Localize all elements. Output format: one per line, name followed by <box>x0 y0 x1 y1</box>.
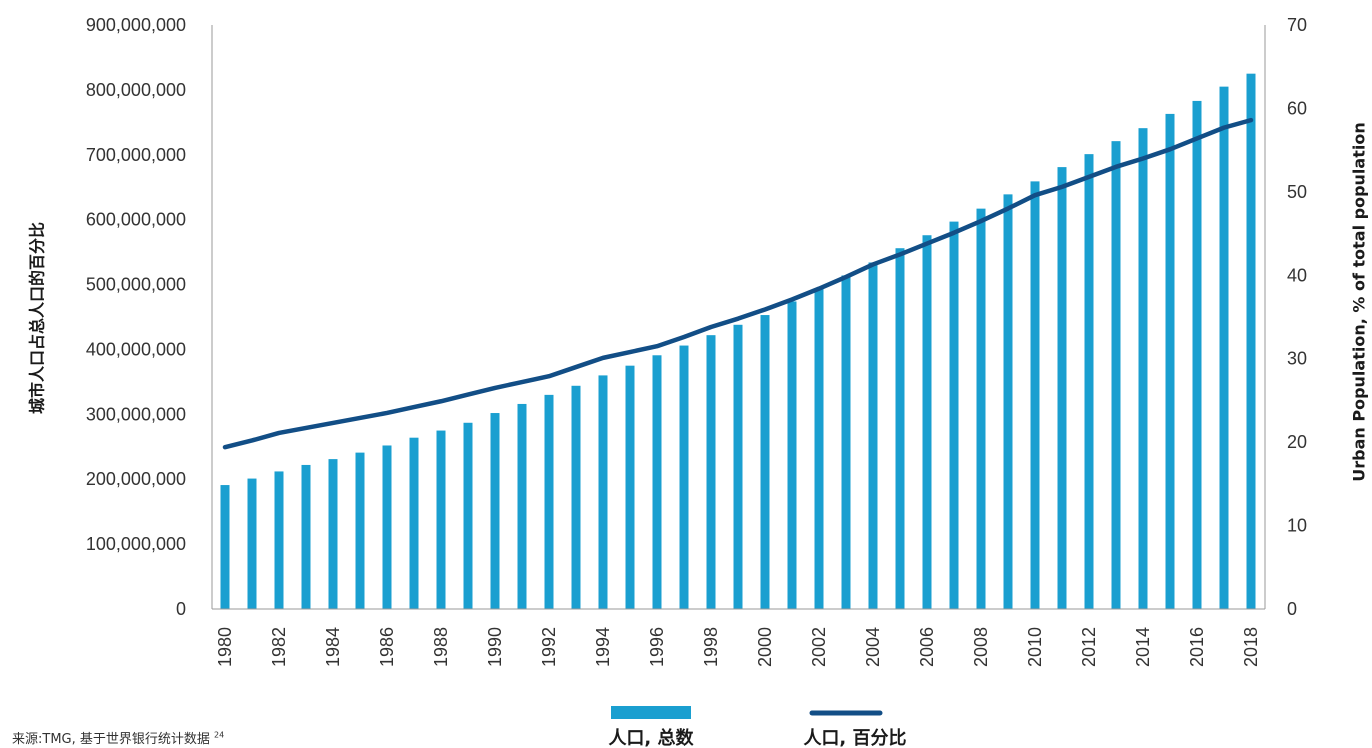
bar-1997 <box>679 345 689 609</box>
bar-1994 <box>598 375 608 609</box>
bar-1983 <box>301 464 311 609</box>
bar-1990 <box>490 413 500 609</box>
left-tick-label: 800,000,000 <box>86 80 186 100</box>
bar-2018 <box>1246 73 1256 610</box>
x-tick-label: 1984 <box>323 627 343 667</box>
legend-bar-label: 人口, 总数 <box>608 727 694 748</box>
bar-1996 <box>652 355 662 609</box>
x-tick-label: 1992 <box>539 627 559 667</box>
x-tick-label: 1986 <box>377 627 397 667</box>
bar-1988 <box>436 430 446 609</box>
bar-1985 <box>355 452 365 609</box>
bar-2009 <box>1003 194 1013 610</box>
bar-1987 <box>409 437 419 609</box>
x-tick-label: 1996 <box>647 627 667 667</box>
x-tick-label: 1988 <box>431 627 451 667</box>
right-tick-label: 0 <box>1287 599 1297 619</box>
bar-1993 <box>571 385 581 609</box>
left-tick-label: 300,000,000 <box>86 404 186 424</box>
bar-1991 <box>517 403 527 609</box>
bar-2017 <box>1219 86 1229 609</box>
x-tick-label: 2008 <box>971 627 991 667</box>
bar-1986 <box>382 445 392 609</box>
left-tick-label: 400,000,000 <box>86 339 186 359</box>
x-tick-label: 1980 <box>215 627 235 667</box>
percentage-line <box>222 117 1254 450</box>
bar-2015 <box>1165 113 1175 610</box>
right-tick-label: 20 <box>1287 432 1307 452</box>
right-tick-label: 60 <box>1287 98 1307 118</box>
bar-2016 <box>1192 100 1202 610</box>
bar-2011 <box>1057 167 1067 610</box>
bar-2004 <box>868 262 878 609</box>
bar-1982 <box>274 471 284 609</box>
bar-1981 <box>247 478 257 609</box>
right-tick-label: 40 <box>1287 265 1307 285</box>
source-note: 来源:TMG, 基于世界银行统计数据 24 <box>12 728 224 747</box>
bar-1992 <box>544 394 554 609</box>
bar-2001 <box>787 301 797 609</box>
x-tick-label: 2014 <box>1133 627 1153 667</box>
x-axis-ticks: 1980 1982 1984 1986 1988 1990 1992 1994 1996 1998… <box>215 627 1261 667</box>
left-tick-label: 0 <box>176 599 186 619</box>
right-axis-ticks: 0 10 20 30 40 50 60 70 <box>1287 15 1307 619</box>
x-tick-label: 1994 <box>593 627 613 667</box>
x-tick-label: 2002 <box>809 627 829 667</box>
x-tick-label: 2018 <box>1241 627 1261 667</box>
left-tick-label: 100,000,000 <box>86 534 186 554</box>
bar-series <box>220 73 1256 610</box>
bar-2002 <box>814 288 824 609</box>
right-tick-label: 10 <box>1287 516 1307 536</box>
legend-bar-swatch <box>611 706 691 719</box>
right-tick-label: 70 <box>1287 15 1307 35</box>
x-tick-label: 1990 <box>485 627 505 667</box>
bar-2007 <box>949 221 959 610</box>
left-axis-title: 城市人口占总人口的百分比 <box>28 222 47 414</box>
left-axis-ticks: 0 100,000,000 200,000,000 300,000,000 400,00… <box>86 15 186 619</box>
bar-2003 <box>841 275 851 609</box>
bar-1989 <box>463 422 473 609</box>
left-tick-label: 700,000,000 <box>86 145 186 165</box>
line-series <box>222 117 1254 450</box>
x-tick-label: 2016 <box>1187 627 1207 667</box>
bar-1984 <box>328 459 338 609</box>
bar-2013 <box>1111 141 1121 609</box>
right-axis-title: Urban Population, % of total population <box>1350 122 1369 481</box>
bar-2005 <box>895 248 905 609</box>
left-tick-label: 600,000,000 <box>86 210 186 230</box>
x-tick-label: 2006 <box>917 627 937 667</box>
left-tick-label: 200,000,000 <box>86 469 186 489</box>
bar-2010 <box>1030 181 1040 609</box>
bar-2006 <box>922 235 932 610</box>
bar-2008 <box>976 208 986 609</box>
bar-2014 <box>1138 128 1148 610</box>
bar-1980 <box>220 485 230 609</box>
x-tick-label: 2004 <box>863 627 883 667</box>
source-footnote-ref: 24 <box>214 730 225 740</box>
legend-line-label: 人口, 百分比 <box>803 728 906 748</box>
bar-2000 <box>760 315 770 609</box>
bar-2012 <box>1084 154 1094 609</box>
legend: 人口, 总数 人口, 百分比 <box>608 706 907 748</box>
bar-1999 <box>733 324 743 609</box>
x-tick-label: 1982 <box>269 627 289 667</box>
x-tick-label: 2010 <box>1025 627 1045 667</box>
x-tick-label: 2012 <box>1079 627 1099 667</box>
bar-1998 <box>706 335 716 609</box>
source-text: 来源:TMG, 基于世界银行统计数据 <box>12 732 210 747</box>
bar-1995 <box>625 365 635 609</box>
axes <box>211 25 1266 610</box>
left-tick-label: 500,000,000 <box>86 275 186 295</box>
x-tick-label: 1998 <box>701 627 721 667</box>
right-tick-label: 50 <box>1287 182 1307 202</box>
x-tick-label: 2000 <box>755 627 775 667</box>
right-tick-label: 30 <box>1287 349 1307 369</box>
left-tick-label: 900,000,000 <box>86 15 186 35</box>
